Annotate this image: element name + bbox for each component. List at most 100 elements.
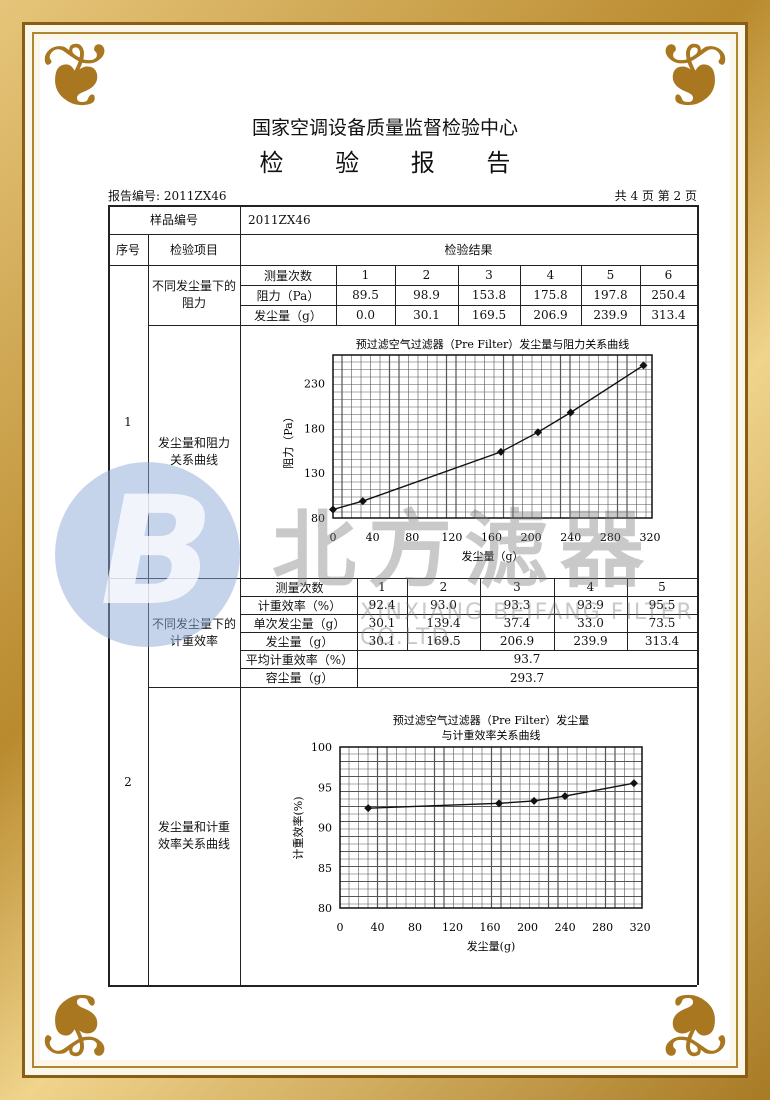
chart-title: 预过滤空气过滤器（Pre Filter）发尘量与阻力关系曲线 <box>356 337 630 351</box>
table-cell: 153.8 <box>471 288 507 302</box>
table-line <box>357 578 358 687</box>
x-tick-label: 160 <box>480 921 501 934</box>
data-point <box>494 799 503 808</box>
table-line <box>520 265 521 325</box>
frame-line <box>32 32 738 1068</box>
row-label: 计重效率（%） <box>257 598 342 613</box>
x-tick-label: 80 <box>408 921 422 934</box>
table-cell: 239.9 <box>573 634 608 648</box>
table-line <box>148 687 697 688</box>
table-cell: 4 <box>546 268 555 282</box>
col-item-header: 检验项目 <box>169 243 218 257</box>
table-cell: 98.9 <box>413 288 440 302</box>
y-tick-label: 90 <box>318 822 332 835</box>
table-line <box>458 265 459 325</box>
table-cell: 0.0 <box>355 308 376 322</box>
table-cell: 93.3 <box>503 598 531 612</box>
table-line <box>240 285 697 286</box>
sample-label: 样品编号 <box>149 213 198 227</box>
series-line <box>332 364 644 511</box>
report-title: 检 验 报 告 <box>259 149 533 177</box>
plot-area <box>339 746 643 909</box>
table-line <box>240 650 697 651</box>
x-tick-label: 80 <box>405 531 419 544</box>
table-cell: 3 <box>513 580 521 594</box>
row-label: 测量次数 <box>263 268 312 283</box>
chart-title: 预过滤空气过滤器（Pre Filter）发尘量 <box>393 713 590 727</box>
x-tick-label: 120 <box>442 921 463 934</box>
table-line <box>336 265 337 325</box>
table-line <box>395 265 396 325</box>
y-tick-label: 80 <box>318 902 332 915</box>
x-tick-label: 240 <box>555 921 576 934</box>
data-point <box>566 408 575 417</box>
table-line <box>480 578 481 650</box>
row-label: 阻力（Pa） <box>256 288 320 303</box>
table-cell: 206.9 <box>499 634 535 648</box>
table-cell: 169.5 <box>471 308 507 322</box>
table-cell: 197.8 <box>593 288 628 302</box>
corner-ornament-icon: ❦ <box>39 24 115 129</box>
table-cell: 30.1 <box>368 616 396 630</box>
y-tick-label: 85 <box>318 862 332 875</box>
row-label: 发尘量（g） <box>254 308 322 323</box>
item-label: 不同发尘量下的阻力 <box>152 279 237 310</box>
table-line <box>697 205 699 985</box>
table-cell: 206.9 <box>533 308 568 322</box>
row-label: 发尘量（g） <box>265 634 334 649</box>
avg-efficiency-value: 93.7 <box>513 652 541 666</box>
data-point <box>364 804 373 813</box>
table-line <box>148 325 697 326</box>
table-line <box>240 632 697 633</box>
y-tick-label: 95 <box>318 781 332 794</box>
data-point <box>560 792 569 801</box>
row-label: 平均计重效率（%） <box>245 652 354 667</box>
x-tick-label: 200 <box>521 531 542 544</box>
y-axis-label: 阻力（Pa） <box>282 411 295 468</box>
table-line <box>108 265 697 266</box>
table-line <box>240 205 241 985</box>
table-line <box>407 578 408 650</box>
x-axis-label: 发尘量(g) <box>467 939 516 953</box>
table-cell: 1 <box>361 268 370 282</box>
x-tick-label: 200 <box>517 921 538 934</box>
section-number: 2 <box>124 774 132 789</box>
y-tick-label: 100 <box>311 741 332 754</box>
col-no-header: 序号 <box>115 243 140 257</box>
table-line <box>240 668 697 669</box>
data-point <box>639 361 648 370</box>
item-label: 发尘量和计重效率关系曲线 <box>157 820 230 851</box>
x-tick-label: 120 <box>441 531 462 544</box>
plot-area <box>332 354 653 519</box>
x-tick-label: 40 <box>371 921 385 934</box>
table-cell: 5 <box>606 268 615 282</box>
section-number: 1 <box>124 414 132 429</box>
table-cell: 33.0 <box>577 616 604 630</box>
chart-title-line2: 与计重效率关系曲线 <box>442 728 541 742</box>
x-tick-label: 40 <box>366 531 380 544</box>
table-cell: 30.1 <box>368 634 396 648</box>
table-line <box>554 578 555 650</box>
x-tick-label: 280 <box>592 921 613 934</box>
table-cell: 73.5 <box>648 616 676 630</box>
data-point <box>496 447 505 456</box>
table-cell: 250.4 <box>651 288 686 302</box>
table-line <box>108 985 697 987</box>
table-cell: 239.9 <box>593 308 628 322</box>
x-tick-label: 0 <box>337 921 344 934</box>
row-label: 测量次数 <box>275 580 324 595</box>
table-cell: 2 <box>422 268 431 282</box>
x-tick-label: 320 <box>630 921 651 934</box>
table-cell: 30.1 <box>413 308 440 322</box>
y-tick-label: 80 <box>311 512 325 525</box>
x-tick-label: 240 <box>560 531 581 544</box>
x-tick-label: 320 <box>640 531 661 544</box>
data-point <box>358 497 367 506</box>
data-point <box>629 779 638 788</box>
table-cell: 95.5 <box>648 598 676 612</box>
table-cell: 313.4 <box>644 634 680 648</box>
table-cell: 313.4 <box>651 308 686 322</box>
x-tick-label: 160 <box>481 531 502 544</box>
y-tick-label: 230 <box>304 378 325 391</box>
table-cell: 3 <box>485 268 493 282</box>
